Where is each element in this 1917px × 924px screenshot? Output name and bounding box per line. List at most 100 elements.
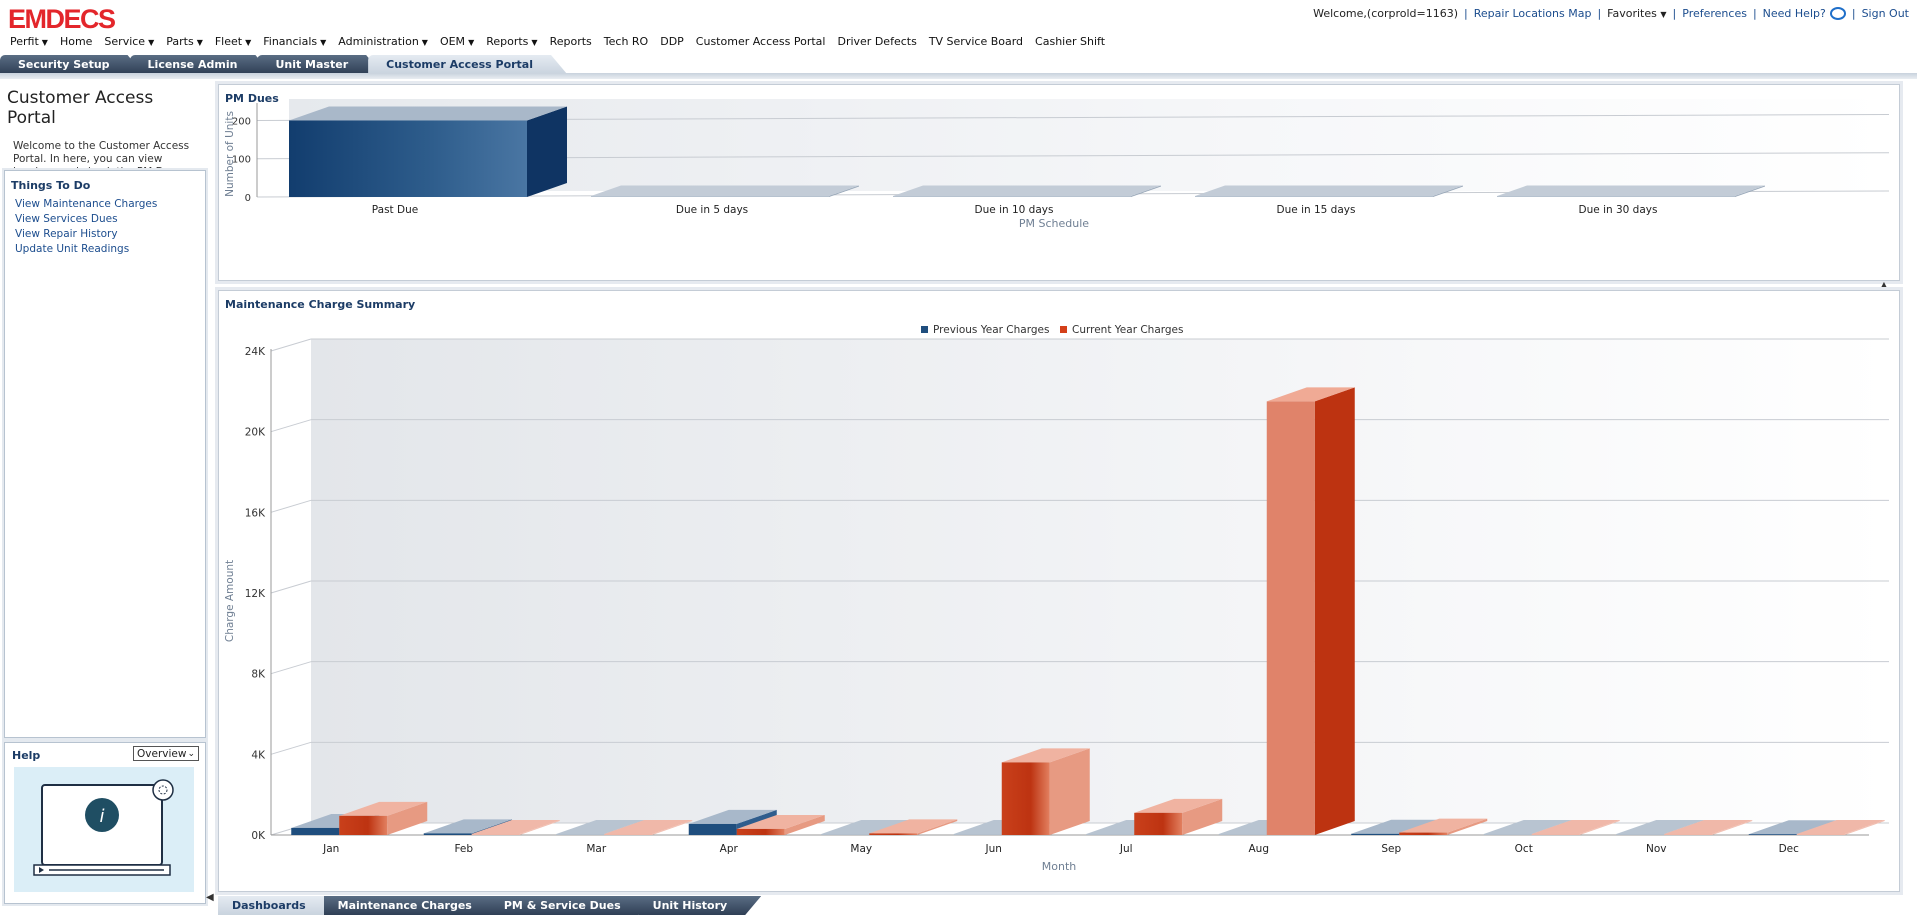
x-tick-label: Aug bbox=[1248, 843, 1269, 855]
menu-item-reports[interactable]: Reports ▼ bbox=[486, 35, 538, 48]
menu-item-reports[interactable]: Reports bbox=[549, 35, 592, 48]
tab-unit-master[interactable]: Unit Master bbox=[257, 55, 382, 74]
repair-locations-map-link[interactable]: Repair Locations Map bbox=[1473, 7, 1592, 20]
expand-icon[interactable] bbox=[152, 779, 174, 801]
welcome-text: Welcome,(corprold=1163) bbox=[1313, 7, 1459, 20]
menu-item-cashier-shift[interactable]: Cashier Shift bbox=[1035, 35, 1106, 48]
menu-item-tv-service-board[interactable]: TV Service Board bbox=[928, 35, 1024, 48]
y-tick-label: 200 bbox=[232, 116, 251, 127]
menu-item-ddp[interactable]: DDP bbox=[660, 35, 684, 48]
y-tick-label: 0K bbox=[251, 830, 266, 842]
bottom-tab-maintenance-charges[interactable]: Maintenance Charges bbox=[324, 896, 506, 915]
things-to-do-panel: Things To Do View Maintenance Charges Vi… bbox=[4, 170, 206, 738]
y-axis-title: Charge Amount bbox=[224, 560, 236, 642]
menu-item-perfit[interactable]: Perfit ▼ bbox=[10, 35, 48, 48]
maintenance-charge-summary-panel: Maintenance Charge Summary 0K 4K 8K 12K 16K 2… bbox=[218, 290, 1900, 892]
update-unit-readings-link[interactable]: Update Unit Readings bbox=[15, 243, 130, 255]
maintenance-charge-summary-title: Maintenance Charge Summary bbox=[225, 298, 416, 311]
bottom-tabs: Dashboards Maintenance Charges PM & Servic… bbox=[218, 896, 745, 915]
collapse-sidebar-icon[interactable]: ◀ bbox=[206, 892, 214, 903]
x-tick-label: May bbox=[850, 843, 872, 855]
pm-bar-4 bbox=[1497, 185, 1765, 197]
sign-out-link[interactable]: Sign Out bbox=[1861, 7, 1909, 20]
chevron-down-icon: ▼ bbox=[320, 38, 327, 47]
menu-item-service[interactable]: Service ▼ bbox=[104, 35, 155, 48]
pm-dues-panel: PM Dues 0 100 200 Number of Units Past Due Du… bbox=[218, 84, 1900, 281]
menu-item-customer-access-portal[interactable]: Customer Access Portal bbox=[695, 35, 826, 48]
menu-item-home[interactable]: Home bbox=[59, 35, 93, 48]
view-services-dues-link[interactable]: View Services Dues bbox=[15, 213, 118, 225]
menu-item-oem[interactable]: OEM ▼ bbox=[439, 35, 475, 48]
x-axis-title: PM Schedule bbox=[1019, 217, 1089, 230]
chevron-down-icon: ▼ bbox=[196, 38, 203, 47]
y-tick-label: 100 bbox=[232, 155, 251, 166]
x-tick-label: Due in 10 days bbox=[975, 204, 1054, 216]
help-title: Help bbox=[12, 749, 41, 762]
tab-security-setup[interactable]: Security Setup bbox=[0, 55, 144, 74]
user-links: Welcome,(corprold=1163) | Repair Locatio… bbox=[1313, 7, 1909, 20]
x-axis-title: Month bbox=[1042, 860, 1077, 873]
pm-bar-0 bbox=[289, 106, 567, 197]
gridline bbox=[270, 338, 312, 352]
help-topic-select[interactable]: Overview ⌄ bbox=[133, 746, 199, 761]
x-tick-label: Due in 15 days bbox=[1277, 204, 1356, 216]
bar-current-jun bbox=[1001, 748, 1090, 835]
legend-swatch-previous bbox=[921, 326, 928, 333]
bottom-tab-pm-service-dues[interactable]: PM & Service Dues bbox=[490, 896, 655, 915]
x-tick-label: Sep bbox=[1381, 843, 1401, 855]
x-tick-label: Nov bbox=[1646, 843, 1667, 855]
pm-bar-3 bbox=[1195, 185, 1463, 197]
x-tick-label: Jan bbox=[322, 843, 339, 855]
gridline bbox=[270, 419, 312, 433]
menu-item-driver-defects[interactable]: Driver Defects bbox=[837, 35, 917, 48]
svg-text:i: i bbox=[99, 806, 104, 827]
chart-legend: Previous Year Charges Current Year Charge… bbox=[921, 324, 1184, 336]
bar-current-feb bbox=[471, 820, 560, 835]
menu-item-parts[interactable]: Parts ▼ bbox=[166, 35, 203, 48]
legend-label-current: Current Year Charges bbox=[1072, 324, 1184, 336]
bar-current-jul bbox=[1134, 798, 1223, 835]
menu-item-tech-ro[interactable]: Tech RO bbox=[603, 35, 649, 48]
view-repair-history-link[interactable]: View Repair History bbox=[15, 228, 118, 240]
bottom-tab-dashboards[interactable]: Dashboards bbox=[218, 896, 340, 915]
view-maintenance-charges-link[interactable]: View Maintenance Charges bbox=[15, 198, 158, 210]
chat-icon[interactable] bbox=[1829, 7, 1846, 20]
chevron-down-icon: ▼ bbox=[41, 38, 48, 47]
bottom-tab-unit-history[interactable]: Unit History bbox=[639, 896, 762, 915]
bar-current-sep bbox=[1399, 818, 1488, 835]
bar-current-jan bbox=[339, 801, 428, 835]
y-tick-label: 24K bbox=[245, 346, 266, 358]
menu-item-financials[interactable]: Financials ▼ bbox=[263, 35, 327, 48]
help-panel: Help Overview ⌄ i bbox=[4, 742, 206, 904]
bar-current-nov bbox=[1664, 820, 1753, 835]
x-tick-label: Due in 5 days bbox=[676, 204, 748, 216]
preferences-link[interactable]: Preferences bbox=[1682, 7, 1747, 20]
page-title: Customer Access Portal bbox=[7, 88, 154, 128]
legend-label-previous: Previous Year Charges bbox=[933, 324, 1049, 336]
favorites-menu[interactable]: Favorites ▼ bbox=[1607, 7, 1667, 20]
bar-current-mar bbox=[604, 820, 693, 835]
gridline bbox=[270, 499, 312, 513]
tab-license-admin[interactable]: License Admin bbox=[130, 55, 272, 74]
need-help-link[interactable]: Need Help? bbox=[1762, 7, 1826, 20]
y-tick-label: 8K bbox=[251, 669, 266, 681]
chevron-down-icon: ▼ bbox=[421, 38, 428, 47]
bar-current-may bbox=[869, 819, 958, 835]
gridline bbox=[270, 741, 312, 755]
maintenance-charge-chart: 0K 4K 8K 12K 16K 20K 24K Charge Amount Previous … bbox=[224, 324, 1889, 873]
tab-customer-access-portal[interactable]: Customer Access Portal bbox=[368, 55, 567, 74]
y-axis-title: Number of Units bbox=[224, 111, 236, 197]
legend-swatch-current bbox=[1060, 326, 1067, 333]
y-tick-label: 4K bbox=[251, 749, 266, 761]
pm-bar-2 bbox=[893, 185, 1161, 197]
menu-item-administration[interactable]: Administration ▼ bbox=[338, 35, 428, 48]
splitter-handle[interactable]: ▲ bbox=[1880, 280, 1888, 289]
y-tick-label: 20K bbox=[245, 427, 266, 439]
chevron-down-icon: ▼ bbox=[531, 38, 538, 47]
chevron-down-icon: ▼ bbox=[468, 38, 475, 47]
top-tabs: Security Setup License Admin Unit Master Cu… bbox=[0, 55, 1917, 74]
bar-current-apr bbox=[736, 814, 825, 835]
x-tick-label: Oct bbox=[1515, 843, 1533, 855]
menu-item-fleet[interactable]: Fleet ▼ bbox=[214, 35, 252, 48]
help-video[interactable]: i bbox=[14, 767, 194, 892]
